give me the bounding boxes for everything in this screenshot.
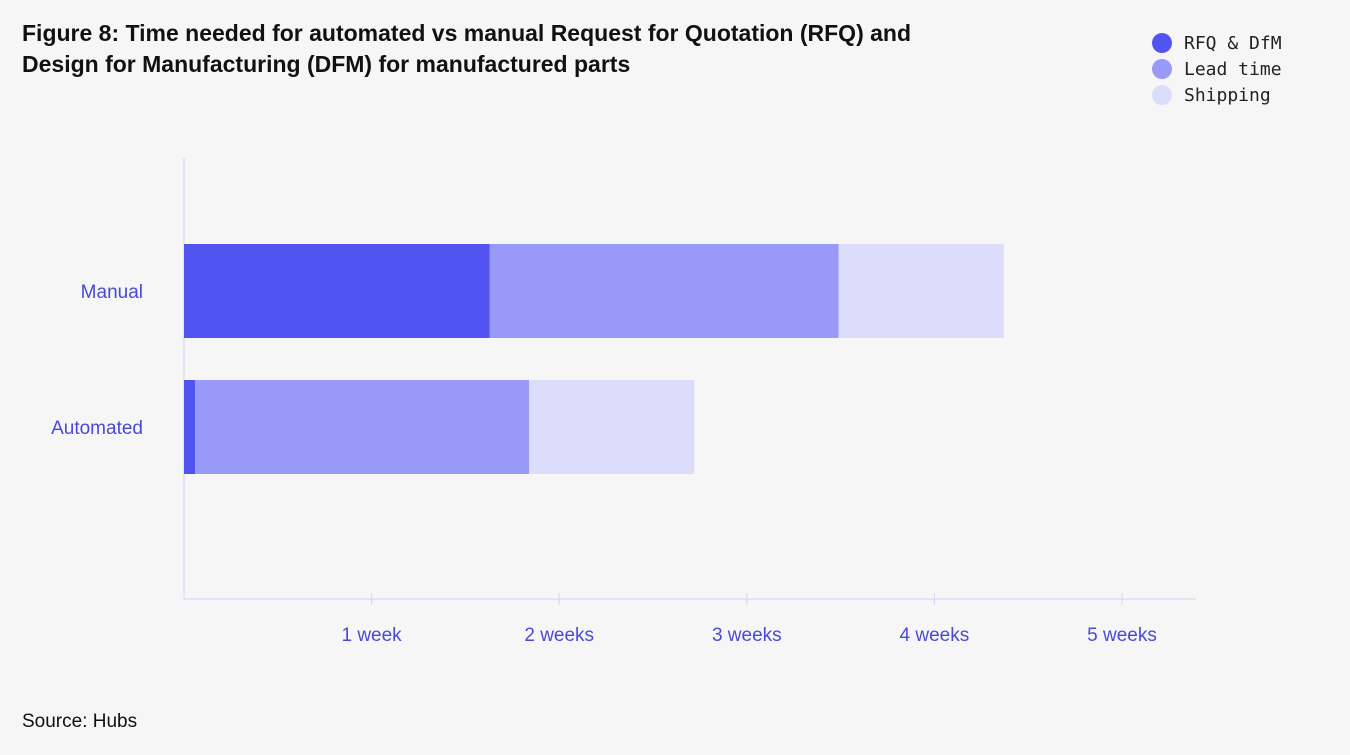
legend-swatch-lead-time [1152, 59, 1172, 79]
chart-title-line-1: Figure 8: Time needed for automated vs m… [22, 20, 912, 46]
legend-swatch-rfq [1152, 33, 1172, 53]
x-tick-label-1: 1 week [341, 625, 402, 646]
x-tick-label-4: 4 weeks [900, 625, 970, 646]
x-tick-label-5: 5 weeks [1087, 625, 1157, 646]
bar-automated-rfq [184, 380, 196, 474]
legend-label-shipping: Shipping [1184, 84, 1271, 106]
chart-title-line-2: Design for Manufacturing (DFM) for manuf… [22, 51, 631, 77]
x-tick-label-2: 2 weeks [524, 625, 594, 646]
legend-label-rfq: RFQ & DfM [1184, 32, 1282, 54]
category-label-automated: Automated [51, 418, 143, 439]
bar-manual-lead-time [489, 244, 839, 338]
source-note: Source: Hubs [22, 711, 138, 732]
chart-legend: RFQ & DfM Lead time Shipping [1152, 30, 1282, 108]
bar-automated-shipping [529, 380, 695, 474]
x-tick-label-3: 3 weeks [712, 625, 782, 646]
bar-manual-rfq [184, 244, 490, 338]
bar-automated-lead-time [195, 380, 530, 474]
legend-item-rfq: RFQ & DfM [1152, 30, 1282, 56]
legend-swatch-shipping [1152, 85, 1172, 105]
legend-item-lead-time: Lead time [1152, 56, 1282, 82]
category-label-manual: Manual [81, 282, 143, 303]
chart-title: Figure 8: Time needed for automated vs m… [22, 18, 982, 80]
legend-label-lead-time: Lead time [1184, 58, 1282, 80]
legend-item-shipping: Shipping [1152, 82, 1282, 108]
bar-manual-shipping [838, 244, 1004, 338]
